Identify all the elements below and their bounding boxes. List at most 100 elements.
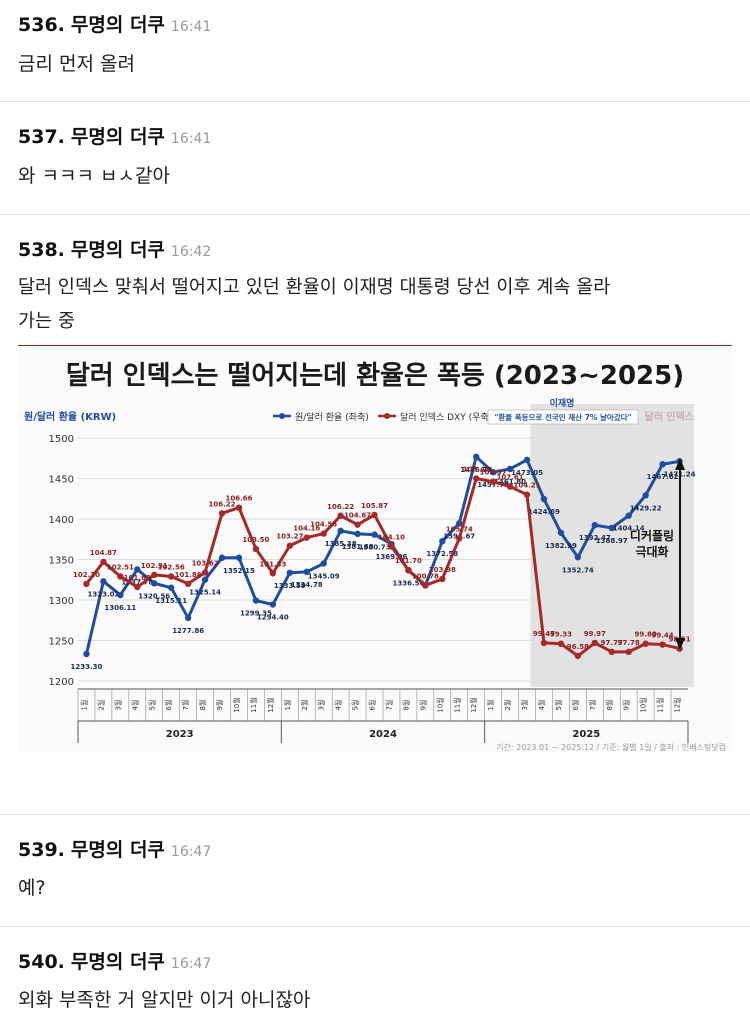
data-label: 1369.06 (376, 553, 408, 561)
data-point (235, 504, 243, 511)
data-label: 102.51 (107, 564, 134, 572)
x-tick-label: 9월 (622, 700, 631, 711)
data-point (354, 521, 361, 528)
data-label: 1299.35 (240, 610, 272, 618)
data-label: 99.47 (533, 630, 555, 638)
comment-536: 536. 무명의 더쿠 16:41 금리 먼저 올려 (0, 0, 750, 102)
data-label: 104.16 (293, 525, 320, 533)
event-label: 이재명 (550, 397, 575, 409)
exchange-rate-chart: 달러 인덱스는 떨어지는데 환율은 폭등 (2023~2025) 원/달러 환율 … (24, 361, 726, 752)
author-name[interactable]: 무명의 더쿠 (70, 839, 165, 861)
data-point (439, 575, 446, 583)
data-point (523, 491, 531, 498)
data-label: 102.56 (158, 564, 185, 572)
data-point (218, 554, 226, 561)
comment-number: 536. (18, 14, 65, 36)
comment-header: 536. 무명의 더쿠 16:41 (18, 10, 211, 37)
data-point (134, 566, 141, 573)
data-point (303, 568, 310, 576)
quote-box (487, 409, 639, 425)
data-label: 1457.78 (477, 481, 509, 489)
year-label: 2024 (369, 729, 397, 740)
data-label: 97.78 (618, 639, 640, 647)
comment-header: 539. 무명의 더쿠 16:47 (18, 835, 211, 862)
x-tick-label: 10월 (232, 697, 241, 712)
data-point (574, 652, 582, 660)
comment-text-line: 와 ㅋㅋㅋ ㅂㅅ같아 (18, 165, 170, 187)
chart-image[interactable]: 달러 인덱스는 떨어지는데 환율은 폭등 (2023~2025) 원/달러 환율 … (18, 345, 732, 753)
data-point (625, 512, 632, 519)
timestamp: 16:41 (170, 19, 212, 35)
data-point (642, 640, 649, 647)
data-label: 108.49 (463, 466, 490, 474)
data-point (591, 639, 599, 647)
author-name[interactable]: 무명의 더쿠 (70, 126, 165, 148)
x-tick-label: 11월 (656, 697, 665, 712)
arrow-head-up (675, 458, 685, 470)
data-label: 1336.56 (392, 579, 424, 587)
x-tick-label: 8월 (605, 700, 614, 711)
data-point (134, 583, 141, 591)
data-point (642, 492, 649, 499)
x-tick-label: 12월 (266, 697, 275, 712)
data-point (303, 534, 310, 541)
data-label: 1461.80 (494, 478, 526, 486)
x-tick-label: 1월 (79, 700, 88, 711)
y-tick-label: 1250 (49, 637, 74, 648)
author-name[interactable]: 무명의 더쿠 (70, 14, 165, 36)
data-label: 104.10 (378, 534, 405, 542)
data-label: 1381.68 (342, 543, 374, 551)
data-point (354, 530, 361, 538)
x-tick-label: 7월 (588, 700, 597, 711)
timestamp: 16:42 (170, 244, 212, 260)
comment-text-line: 금리 먼저 올려 (18, 53, 135, 75)
data-label: 1315.11 (155, 597, 187, 605)
data-point (167, 573, 175, 580)
x-tick-label: 10월 (639, 697, 648, 712)
x-tick-label: 2월 (300, 700, 309, 711)
comment-body: 금리 먼저 올려 (18, 47, 732, 81)
comment-537: 537. 무명의 더쿠 16:41 와 ㅋㅋㅋ ㅂㅅ같아 (0, 102, 750, 215)
data-label: 103.98 (429, 566, 456, 574)
data-label: 1385.38 (325, 540, 357, 548)
x-tick-label: 1월 (283, 700, 292, 711)
data-point (472, 475, 480, 482)
data-point (100, 558, 107, 566)
data-label: 1388.97 (596, 537, 628, 545)
data-point (489, 478, 497, 485)
data-label: 96.58 (567, 643, 589, 651)
data-label: 106.22 (327, 503, 354, 511)
comment-body: 와 ㅋㅋㅋ ㅂㅅ같아 (18, 159, 732, 193)
x-tick-label: 7월 (384, 700, 393, 711)
x-tick-label: 5월 (554, 700, 563, 711)
data-point (557, 529, 565, 536)
data-label: 1277.86 (172, 627, 204, 635)
comment-text-line: 달러 인덱스 맞춰서 떨어지고 있던 환율이 이재명 대통령 당선 이후 계속 … (18, 277, 611, 298)
data-point (151, 571, 158, 579)
data-point (371, 511, 378, 519)
data-point (659, 461, 666, 468)
comment-body: 외화 부족한 거 알지만 이거 아니잖아 (18, 983, 732, 1017)
x-tick-label: 10월 (435, 697, 444, 712)
source-note: 기간: 2023.01 ~ 2025.12 / 기준: 월별 1일 / 출처 :… (496, 742, 726, 752)
decoupling-label: 극대화 (635, 544, 668, 559)
timestamp: 16:47 (170, 956, 212, 972)
data-label: 1334.78 (291, 581, 323, 589)
x-tick-label: 4월 (537, 700, 546, 711)
comment-number: 540. (18, 951, 65, 973)
author-name[interactable]: 무명의 더쿠 (70, 239, 165, 261)
author-name[interactable]: 무명의 더쿠 (70, 951, 165, 973)
data-label: 101.68 (124, 574, 151, 582)
data-label: 1476.78 (460, 466, 492, 474)
data-label: 1345.09 (308, 572, 340, 580)
data-point (252, 545, 260, 553)
y-tick-label: 1350 (49, 556, 74, 567)
legend-marker (384, 413, 390, 419)
x-tick-label: 6월 (368, 700, 377, 711)
data-point (540, 639, 548, 647)
x-tick-label: 8월 (401, 700, 410, 711)
quote-text: "환율 폭등으로 전국민 재산 7% 날아갔다" (494, 412, 631, 422)
y-tick-label: 1300 (49, 596, 74, 607)
data-point (83, 580, 90, 587)
x-tick-label: 3월 (113, 700, 122, 711)
